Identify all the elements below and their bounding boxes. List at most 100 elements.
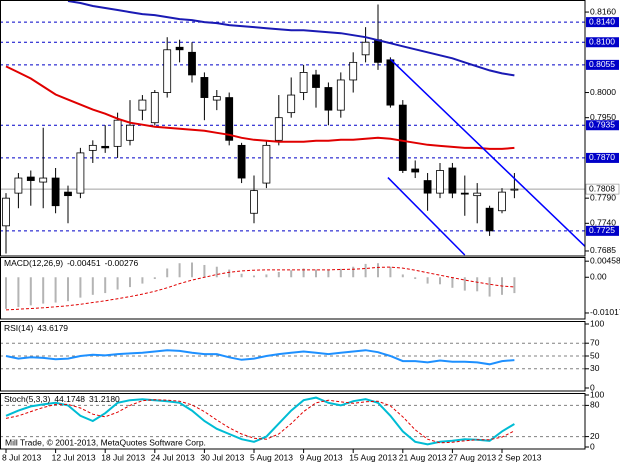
level-label: 0.7870 [589, 152, 615, 162]
macd-bar [5, 277, 7, 309]
macd-bar [67, 277, 69, 302]
macd-bar [364, 263, 367, 278]
trend-line [387, 177, 466, 256]
candle-body [51, 177, 60, 207]
macd-bar [401, 274, 404, 278]
level-label-bg [586, 225, 619, 236]
candle-body [237, 144, 246, 179]
indicator-header: RSI(14) 43.6179 [4, 323, 68, 333]
candle-body [498, 191, 506, 212]
moving-average [67, 1, 515, 77]
candle-body [312, 74, 320, 88]
macd-bar [29, 277, 32, 306]
candle-body [212, 96, 221, 101]
x-tick-label: 8 Jul 2013 [2, 452, 41, 462]
candle-body [274, 117, 283, 141]
x-tick-label: 21 Aug 2013 [399, 452, 447, 462]
x-tick-label: 12 Jul 2013 [52, 452, 96, 462]
candle-body [448, 167, 457, 194]
candle-body [336, 79, 345, 111]
signal-line [5, 266, 515, 311]
y-tick-label: 0.8160 [590, 6, 616, 16]
macd-bar [141, 277, 144, 284]
macd-bar [451, 277, 454, 288]
level-label: 0.8100 [589, 36, 615, 46]
macd-bar [488, 277, 491, 297]
candle-body [485, 207, 494, 232]
level-label: 0.7935 [589, 119, 615, 129]
level-label-bg [586, 59, 619, 70]
candle-body [200, 77, 209, 98]
candle-body [423, 180, 432, 194]
y-tick-label: 30 [590, 363, 600, 373]
candle-body [188, 51, 196, 76]
y-tick-label: 0 [590, 441, 595, 451]
y-tick-label: 0 [590, 382, 595, 392]
y-tick-label: 100 [590, 318, 604, 328]
candle-body [175, 46, 184, 51]
indicator-header-part: 44.1748 [54, 394, 85, 404]
y-tick-label: 0.7685 [590, 245, 616, 255]
macd-bar [476, 277, 479, 292]
macd-bar [191, 262, 193, 278]
candle-body [250, 190, 258, 214]
macd-bar [104, 277, 107, 294]
x-tick-label: 30 Jul 2013 [200, 452, 244, 462]
macd-bar [389, 266, 392, 278]
macd-bar [91, 277, 94, 295]
candle-body [64, 191, 72, 197]
x-tick-label: 27 Aug 2013 [448, 452, 496, 462]
indicator-line [5, 349, 515, 366]
indicator-header: Stoch(5,3,3) 44.1748 31.2180 [4, 394, 120, 404]
level-label: 0.7725 [589, 225, 615, 235]
indicator-header: MACD(12,26,9) -0.00451 -0.00276 [4, 258, 138, 268]
macd-bar [203, 264, 206, 278]
y-tick-label: 50 [590, 350, 600, 360]
candle-body [163, 49, 172, 93]
last-price-label: 0.7808 [589, 183, 615, 193]
candle-body [374, 39, 382, 63]
x-tick-label: 15 Aug 2013 [349, 452, 397, 462]
candle-body [361, 41, 370, 56]
candle-body [436, 170, 444, 194]
candle-body [88, 144, 97, 151]
macd-bar [178, 263, 181, 278]
macd-bar [377, 263, 379, 278]
y-tick-label: 20 [590, 431, 600, 441]
macd-bar [228, 269, 231, 278]
indicator-header-part: MACD(12,26,9) [4, 258, 63, 268]
indicator-header-part: Stoch(5,3,3) [4, 394, 50, 404]
x-tick-label: 18 Jul 2013 [101, 452, 145, 462]
candle-body [262, 144, 271, 184]
trend-line [389, 58, 585, 248]
macd-bar [426, 277, 429, 284]
candle-body [2, 197, 10, 227]
macd-bar [463, 277, 466, 291]
macd-bar [352, 266, 355, 278]
candle-body [386, 59, 395, 106]
macd-bar [129, 277, 131, 288]
panel-frame [0, 257, 586, 320]
moving-average [5, 65, 515, 150]
y-tick-label: 0.7790 [590, 192, 616, 202]
y-tick-label: 0.7740 [590, 218, 616, 228]
level-label-bg [586, 37, 619, 48]
candle-body [349, 61, 358, 81]
candle-body [411, 168, 420, 173]
level-label: 0.8140 [589, 16, 615, 26]
macd-bar [54, 277, 57, 303]
level-label-bg [586, 17, 619, 28]
level-label-bg [586, 152, 619, 163]
level-label-bg [586, 120, 619, 131]
y-tick-label: -0.01017 [590, 307, 620, 317]
candle-body [287, 94, 296, 114]
x-tick-label: 5 Aug 2013 [250, 452, 293, 462]
macd-bar [439, 277, 441, 285]
level-label: 0.8055 [589, 59, 615, 69]
macd-bar [327, 270, 330, 278]
indicator-header-part: RSI(14) [4, 323, 33, 333]
macd-bar [290, 270, 293, 278]
macd-bar [339, 268, 342, 278]
